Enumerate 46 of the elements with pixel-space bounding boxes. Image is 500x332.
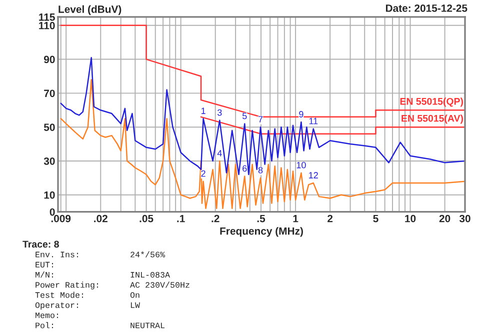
text: Pol: NEUTRAL <box>36 322 164 328</box>
annotation: 7 <box>258 116 263 122</box>
annotation: 5 <box>242 112 247 120</box>
text: Memo: <box>36 312 58 318</box>
text: Power Rating: AC 230V/50Hz <box>36 282 190 290</box>
text: M/N: INL-083A <box>36 272 170 278</box>
annotation: 2 <box>201 170 206 177</box>
y-tick-label: 0 <box>50 208 55 216</box>
y-tick-label: 90 <box>44 56 55 64</box>
annotation: 3 <box>217 109 222 116</box>
x-tick-label: .5 <box>257 214 266 222</box>
y-tick-label: 115 <box>39 14 55 21</box>
annotation: 8 <box>258 166 263 174</box>
x-axis-title: Frequency (MHz) <box>220 227 303 237</box>
x-tick-label: 1 <box>293 214 298 222</box>
y-tick-label: 70 <box>44 90 55 98</box>
series-label: EN 55015(AV) <box>402 114 463 124</box>
text: Test Mode: On <box>35 292 140 298</box>
y-axis-title: Level (dBuV) <box>58 5 122 15</box>
x-tick-label: .2 <box>212 214 220 222</box>
y-tick-label: 10 <box>44 191 55 199</box>
x-tick-label: 30 <box>459 214 470 222</box>
y-tick-label: 30 <box>44 157 55 165</box>
annotation: 12 <box>309 172 318 178</box>
x-tick-label: 20 <box>439 214 450 222</box>
x-tick-label: .02 <box>94 214 108 222</box>
y-tick-label: 110 <box>39 22 55 30</box>
text: Env. Ins: 24*/56% <box>36 251 166 258</box>
x-tick-label: 2 <box>328 214 333 222</box>
x-tick-label: 5 <box>373 214 378 222</box>
x-tick-label: .05 <box>140 214 154 222</box>
y-tick-label: 50 <box>44 124 55 131</box>
text: Trace: 8 <box>22 240 59 248</box>
annotation: 9 <box>299 111 304 118</box>
x-tick-label: 10 <box>405 214 416 222</box>
annotation: 10 <box>296 162 306 168</box>
text: EUT: <box>36 262 53 268</box>
annotation: 4 <box>217 150 222 156</box>
annotation: 11 <box>309 118 318 124</box>
text: Date: 2015-12-25 <box>386 4 468 12</box>
x-tick-label: .009 <box>51 214 71 222</box>
annotation: 6 <box>242 165 247 172</box>
x-tick-label: .1 <box>177 214 185 222</box>
annotation: 1 <box>201 108 206 114</box>
text: Operator: LW <box>35 302 140 310</box>
series-label: EN 55015(QP) <box>400 98 463 107</box>
